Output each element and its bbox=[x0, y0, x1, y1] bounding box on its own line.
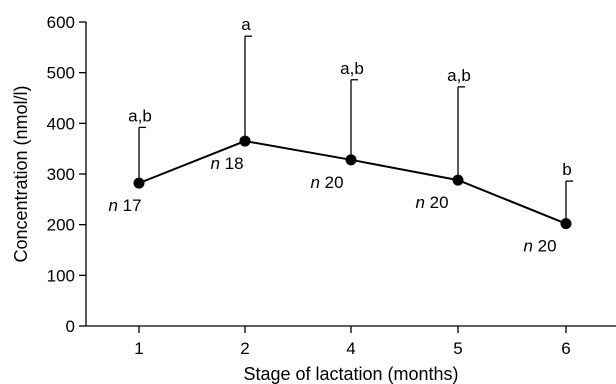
n-label-6: n 20 bbox=[523, 237, 556, 256]
n-label-value: 20 bbox=[425, 193, 449, 212]
series bbox=[133, 135, 572, 230]
n-label-value: 20 bbox=[533, 237, 557, 256]
annotation-1: a,b bbox=[128, 106, 152, 125]
data-point-5 bbox=[452, 174, 464, 186]
y-tick-label-600: 600 bbox=[47, 13, 75, 32]
n-label-value: 18 bbox=[220, 154, 244, 173]
n-label-2: n 18 bbox=[210, 154, 243, 173]
annotation-2: a bbox=[241, 15, 251, 34]
n-label-value: 20 bbox=[320, 173, 344, 192]
series-line bbox=[138, 140, 567, 225]
y-tick-label-300: 300 bbox=[47, 165, 75, 184]
n-label-value: 17 bbox=[118, 196, 142, 215]
y-tick-label-0: 0 bbox=[66, 317, 75, 336]
n-label-5: n 20 bbox=[415, 193, 448, 212]
y-tick-label-200: 200 bbox=[47, 216, 75, 235]
annotation-5: a,b bbox=[447, 66, 471, 85]
data-point-2 bbox=[239, 135, 251, 147]
n-label-1: n 17 bbox=[108, 196, 141, 215]
annotation-6: b bbox=[562, 160, 571, 179]
y-axis-title: Concentration (nmol/l) bbox=[11, 85, 31, 262]
data-point-4 bbox=[345, 154, 357, 166]
y-tick-label-500: 500 bbox=[47, 64, 75, 83]
n-label-prefix: n bbox=[415, 193, 424, 212]
x-axis-title: Stage of lactation (months) bbox=[243, 364, 458, 384]
x-tick-label-4: 4 bbox=[346, 339, 355, 358]
y-tick-label-100: 100 bbox=[47, 266, 75, 285]
data-point-1 bbox=[133, 177, 145, 189]
n-label-prefix: n bbox=[108, 196, 117, 215]
n-label-prefix: n bbox=[310, 173, 319, 192]
error-bars bbox=[138, 35, 573, 224]
y-tick-label-400: 400 bbox=[47, 114, 75, 133]
x-tick-label-1: 1 bbox=[134, 339, 143, 358]
data-point-6 bbox=[560, 218, 572, 230]
x-tick-label-6: 6 bbox=[561, 339, 570, 358]
annotations: a,b a a,b a,b b bbox=[128, 15, 572, 179]
n-label-prefix: n bbox=[523, 237, 532, 256]
n-label-4: n 20 bbox=[310, 173, 343, 192]
y-ticks: 0 100 200 300 400 500 600 bbox=[47, 13, 86, 336]
annotation-4: a,b bbox=[340, 59, 364, 78]
n-label-prefix: n bbox=[210, 154, 219, 173]
n-labels: n 17n 18n 20n 20n 20 bbox=[108, 154, 556, 256]
x-tick-label-5: 5 bbox=[453, 339, 462, 358]
x-ticks: 1 2 4 5 6 bbox=[134, 326, 571, 358]
x-tick-label-2: 2 bbox=[240, 339, 249, 358]
